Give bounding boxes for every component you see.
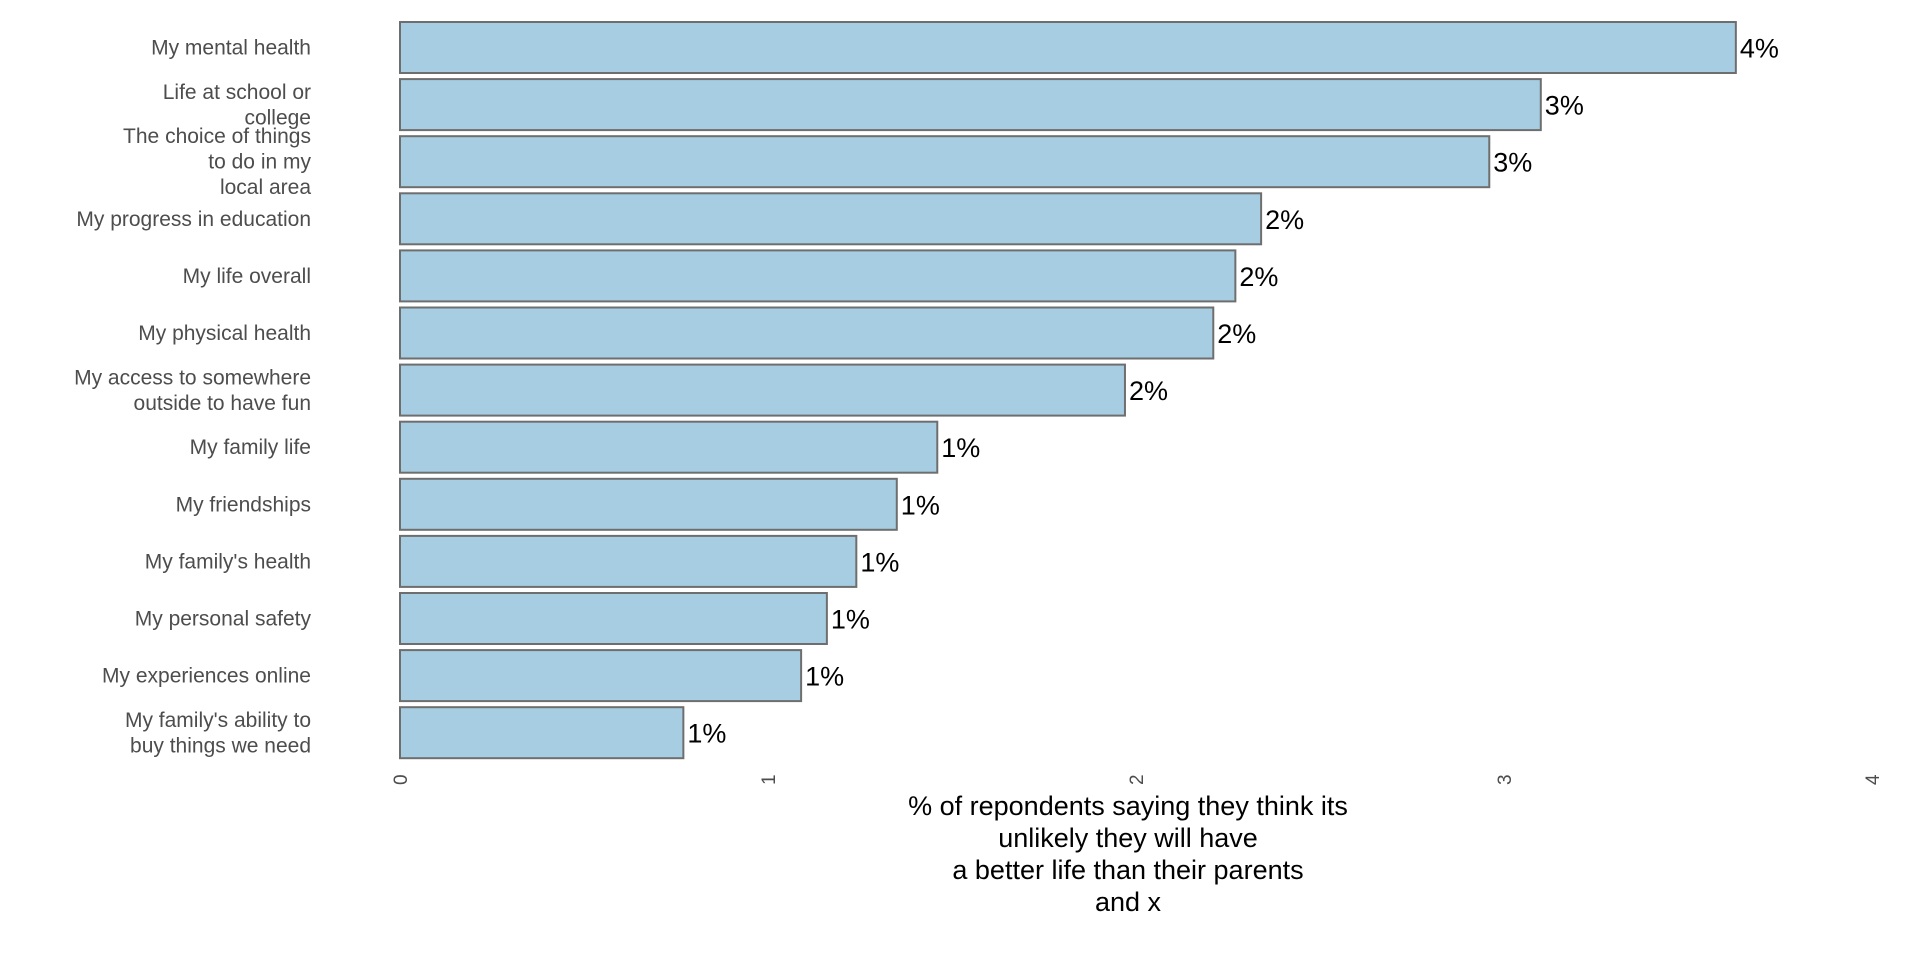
bars xyxy=(399,21,1737,760)
category-label: My mental health xyxy=(151,37,311,60)
category-label: My physical health xyxy=(138,322,311,345)
bar xyxy=(399,706,685,760)
value-label: 1% xyxy=(687,719,726,749)
bar xyxy=(399,135,1491,189)
value-label: 1% xyxy=(831,605,870,635)
category-label: My progress in education xyxy=(76,208,311,231)
x-tick-label: 2 xyxy=(1127,774,1148,785)
bar xyxy=(399,420,939,474)
bar xyxy=(399,592,828,645)
x-tick-label: 4 xyxy=(1863,774,1884,785)
category-label: My experiences online xyxy=(102,665,311,688)
bar xyxy=(399,649,803,703)
x-axis-title: % of repondents saying they think its unl… xyxy=(908,791,1348,917)
bar xyxy=(399,306,1215,360)
category-label: My life overall xyxy=(183,265,311,288)
value-label: 2% xyxy=(1239,262,1278,292)
category-label: My personal safety xyxy=(135,608,312,631)
value-labels: 4%3%3%2%2%2%2%1%1%1%1%1%1% xyxy=(687,34,1779,749)
category-label: My family's health xyxy=(145,550,311,573)
value-label: 1% xyxy=(805,662,844,692)
x-tick-label: 3 xyxy=(1495,774,1516,785)
value-label: 1% xyxy=(941,433,980,463)
bar xyxy=(399,249,1237,303)
category-label: The choice of things to do in my local are… xyxy=(123,125,311,199)
value-label: 2% xyxy=(1217,319,1256,349)
category-label: Life at school or college xyxy=(163,81,311,130)
bar xyxy=(399,78,1542,132)
bar xyxy=(399,21,1737,74)
value-label: 3% xyxy=(1545,91,1584,121)
bar xyxy=(399,192,1263,246)
x-axis-ticks: 0 1 2 3 4 xyxy=(391,774,1884,785)
bar xyxy=(399,363,1126,417)
category-label: My family life xyxy=(190,436,311,459)
x-tick-label: 1 xyxy=(759,774,780,785)
category-label: My access to somewhere outside to have fu… xyxy=(74,366,311,415)
bar xyxy=(399,477,898,531)
value-label: 2% xyxy=(1265,205,1304,235)
value-label: 3% xyxy=(1493,148,1532,178)
category-labels: My mental health Life at school or college… xyxy=(74,37,311,758)
x-tick-label: 0 xyxy=(391,774,412,785)
category-label: My friendships xyxy=(176,493,311,516)
value-label: 1% xyxy=(860,547,899,577)
value-label: 4% xyxy=(1740,34,1779,64)
value-label: 1% xyxy=(901,490,940,520)
bar xyxy=(399,534,858,588)
value-label: 2% xyxy=(1129,376,1168,406)
category-label: My family's ability to buy things we need xyxy=(125,709,311,758)
